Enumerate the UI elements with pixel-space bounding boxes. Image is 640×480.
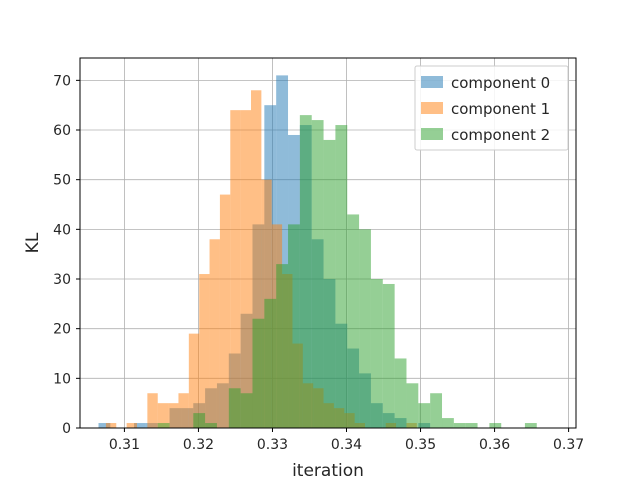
series-2-bar-19 [382, 283, 395, 428]
series-1-bar-5 [157, 403, 169, 428]
axis-ticks: 0.31 0.32 0.33 0.34 0.35 0.36 0.37 0 10 20 30 40 50 6… [53, 73, 584, 453]
series-2-bar-11 [288, 224, 300, 428]
plot-frame [79, 57, 577, 429]
series-2-bar-26 [465, 423, 478, 428]
y-tick-label-4: 40 [53, 222, 71, 238]
series-2-bar-7 [240, 393, 253, 428]
series-1-bar-11 [219, 194, 231, 428]
series-1-bar-2 [126, 423, 138, 428]
x-tick-label-4: 0.35 [405, 437, 436, 453]
series-2-bar-23 [430, 393, 443, 428]
y-tick-label-6: 60 [53, 123, 71, 139]
series-1-bar-12 [230, 110, 241, 429]
x-tick-label-1: 0.32 [183, 437, 214, 453]
legend-box [414, 65, 569, 151]
series-2-bar-31 [524, 423, 537, 428]
series-2-bar-16 [347, 214, 360, 428]
legend-swatch-1 [421, 102, 443, 114]
series-1-bar-14 [251, 90, 262, 429]
legend-swatch-0 [421, 76, 443, 88]
series-2-bar-12 [299, 115, 312, 428]
series-2-bar-9 [264, 298, 277, 428]
x-tick-label-0: 0.31 [109, 437, 140, 453]
x-tick-label-5: 0.36 [479, 437, 510, 453]
series-1-bar-9 [199, 274, 210, 428]
x-axis-title: iteration [292, 461, 364, 480]
y-tick-label-5: 50 [53, 173, 71, 189]
legend-swatch-2 [421, 128, 443, 140]
series-2-bar-24 [442, 418, 454, 428]
series-2-bar-3 [193, 413, 206, 428]
series-0-bar-0 [98, 423, 111, 428]
series-1-bar-8 [188, 333, 200, 428]
x-tick-label-2: 0.33 [257, 437, 288, 453]
legend-label-0: component 0 [451, 74, 550, 92]
y-tick-label-1: 10 [53, 371, 71, 387]
y-tick-label-0: 0 [62, 421, 71, 437]
series-2-bar-10 [276, 264, 289, 428]
series-2-bar-20 [394, 358, 407, 428]
series-2-bar-4 [205, 423, 217, 428]
series-2-bar-8 [252, 318, 265, 428]
series-2-bar-28 [489, 423, 502, 428]
legend-label-2: component 2 [451, 126, 550, 144]
series-0-bar-15 [276, 75, 289, 428]
series-2-bar-17 [359, 229, 371, 428]
series-1-bar-6 [168, 403, 179, 428]
legend: component 0 component 1 component 2 [414, 65, 569, 151]
y-tick-label-7: 70 [53, 73, 71, 89]
x-tick-label-3: 0.34 [331, 437, 362, 453]
series-1-bar-13 [240, 110, 252, 429]
y-tick-label-3: 30 [53, 272, 71, 288]
series-2-bar-15 [335, 125, 348, 428]
series-1-bar-7 [178, 393, 189, 428]
series-2-bar-0 [157, 423, 170, 428]
legend-label-1: component 1 [451, 100, 550, 118]
series-0-bar-3 [134, 423, 146, 428]
series-2-bar-21 [406, 383, 419, 428]
series-2-bar-22 [418, 403, 431, 428]
y-tick-label-2: 20 [53, 322, 71, 338]
y-axis-title: KL [23, 232, 43, 253]
series-1-bar-0 [105, 423, 117, 428]
series-2-bar-18 [370, 279, 383, 428]
x-tick-label-6: 0.37 [553, 437, 584, 453]
series-1-bar-10 [209, 239, 220, 428]
series-2-bars [157, 115, 537, 429]
series-2-bar-6 [228, 388, 241, 428]
series-1-bar-4 [147, 393, 158, 428]
histogram-bars [98, 75, 537, 429]
series-2-bar-13 [311, 120, 324, 428]
series-2-bar-14 [323, 139, 336, 429]
series-2-bar-25 [453, 423, 466, 428]
